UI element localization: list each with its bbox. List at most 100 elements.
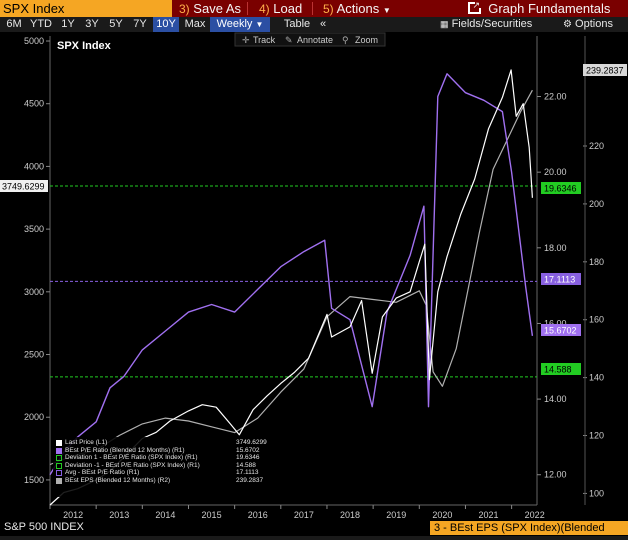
left-tick-label: 2500 xyxy=(24,350,44,360)
x-tick-label: 2014 xyxy=(155,510,175,520)
left-tick-label: 3000 xyxy=(24,287,44,297)
toolbar-divider xyxy=(247,2,248,15)
legend-swatch xyxy=(56,440,62,446)
legend-label: Deviation 1 - BEst P/E Ratio (SPX Index)… xyxy=(65,454,198,462)
zoom-icon: ⚲ xyxy=(342,35,349,45)
options-button[interactable]: ⚙ Options xyxy=(563,17,625,32)
right2-tick-label: 100 xyxy=(589,488,604,498)
range-max[interactable]: Max xyxy=(184,18,206,30)
x-tick-label: 2021 xyxy=(479,510,499,520)
load-button[interactable]: 4) Load xyxy=(259,0,302,17)
range-1y[interactable]: 1Y xyxy=(61,18,75,30)
legend-item[interactable]: BEst EPS (Blended 12 Months) (R2) 239.283… xyxy=(56,477,300,485)
status-strip xyxy=(0,536,628,540)
range-5y[interactable]: 5Y xyxy=(109,18,123,30)
eps-flag-box xyxy=(583,64,627,76)
series-line xyxy=(49,69,533,506)
dev-plus-flag: 19.6346 xyxy=(541,182,581,194)
right2-tick-label: 140 xyxy=(589,373,604,383)
frequency-label: Weekly xyxy=(216,18,253,30)
right1-tick-label: 14.00 xyxy=(544,394,567,404)
legend-swatch xyxy=(56,462,62,469)
zoom-tool[interactable]: Zoom xyxy=(355,35,378,45)
x-tick-label: 2013 xyxy=(109,510,129,520)
actions-button[interactable]: 5) Actions ▼ xyxy=(323,0,391,17)
annotate-tool[interactable]: Annotate xyxy=(297,35,333,45)
left-tick-label: 1500 xyxy=(24,475,44,485)
right2-tick-label: 220 xyxy=(589,141,604,151)
legend-value: 17.1113 xyxy=(236,469,259,477)
legend-item[interactable]: Deviation 1 - BEst P/E Ratio (SPX Index)… xyxy=(56,454,300,462)
left-tick-label: 4000 xyxy=(24,161,44,171)
x-axis-ticks: 2012 2013 2014 2015 2016 2017 2018 2019 2020 2021… xyxy=(49,505,545,520)
reference-lines xyxy=(50,185,537,378)
right-axis-2-ticks: 100 120 140 160 180 200 220 xyxy=(583,36,604,505)
legend-swatch xyxy=(56,447,62,454)
options-label: Options xyxy=(575,18,613,30)
range-toolbar: 6M YTD 1Y 3Y 5Y 7Y 10Y Max Weekly ▼ Tabl… xyxy=(0,17,628,32)
legend-value: 19.6346 xyxy=(236,454,260,462)
chart-legend: Last Price (L1) 3749.6299 BEst P/E Ratio … xyxy=(53,437,303,497)
avg-flag-box xyxy=(541,273,581,285)
legend-label: BEst P/E Ratio (Blended 12 Months) (R1) xyxy=(65,446,185,454)
legend-swatch xyxy=(56,477,62,484)
x-tick-label: 2019 xyxy=(386,510,406,520)
legend-swatch xyxy=(56,470,62,477)
graph-fundamentals-label: Graph Fundamentals xyxy=(488,1,611,16)
frequency-dropdown[interactable]: Weekly ▼ xyxy=(210,17,270,32)
legend-label: Deviation -1 - BEst P/E Ratio (SPX Index… xyxy=(65,461,200,469)
active-series-badge[interactable]: 3 - BEst EPS (SPX Index)(Blended xyxy=(430,521,628,535)
last-price-flag-value: 3749.6299 xyxy=(2,182,45,192)
graph-fundamentals-button[interactable]: ↗ Graph Fundamentals xyxy=(468,0,610,17)
eps-flag-value: 239.2837 xyxy=(586,66,624,76)
range-ytd[interactable]: YTD xyxy=(30,18,52,30)
right1-tick-label: 22.00 xyxy=(544,92,567,102)
pencil-icon: ✎ xyxy=(285,35,293,45)
collapse-button[interactable]: « xyxy=(319,18,327,30)
dev-minus-flag-box xyxy=(541,363,581,375)
x-tick-label: 2020 xyxy=(432,510,452,520)
dev-plus-flag-value: 19.6346 xyxy=(544,184,577,194)
range-7y[interactable]: 7Y xyxy=(133,18,147,30)
security-title[interactable]: SPX Index xyxy=(0,0,172,17)
legend-item[interactable]: BEst P/E Ratio (Blended 12 Months) (R1) 1… xyxy=(56,447,300,455)
table-button[interactable]: Table xyxy=(283,18,311,30)
range-10y[interactable]: 10Y xyxy=(153,17,179,32)
pe-flag: 15.6702 xyxy=(541,324,581,336)
legend-value: 3749.6299 xyxy=(236,439,267,446)
actions-number: 5) xyxy=(323,2,334,16)
legend-item[interactable]: Deviation -1 - BEst P/E Ratio (SPX Index… xyxy=(56,462,300,470)
last-price-flag: 3749.6299 xyxy=(0,180,48,192)
external-link-icon: ↗ xyxy=(468,1,481,14)
track-tool[interactable]: Track xyxy=(253,35,276,45)
x-tick-label: 2016 xyxy=(248,510,268,520)
chart-series xyxy=(49,69,534,506)
dev-plus-flag-box xyxy=(541,182,581,194)
chart-tools: ✛ Track ✎ Annotate ⚲ Zoom xyxy=(234,32,386,47)
caret-down-icon: ▼ xyxy=(382,6,391,15)
x-tick-label: 2015 xyxy=(202,510,222,520)
range-6m[interactable]: 6M xyxy=(6,18,22,30)
legend-item[interactable]: Last Price (L1) 3749.6299 xyxy=(56,439,300,447)
dev-minus-flag: 14.588 xyxy=(541,363,581,375)
fields-securities-label: Fields/Securities xyxy=(451,18,533,30)
crosshair-icon: ✛ xyxy=(242,35,250,45)
status-bar: S&P 500 INDEX 3 - BEst EPS (SPX Index)(B… xyxy=(0,520,628,540)
x-tick-label: 2017 xyxy=(294,510,314,520)
save-as-label: Save As xyxy=(193,1,241,16)
save-as-number: 3) xyxy=(179,2,190,16)
legend-label: Last Price (L1) xyxy=(65,439,108,446)
legend-label: BEst EPS (Blended 12 Months) (R2) xyxy=(65,476,171,484)
chart-tools-box xyxy=(234,32,386,47)
left-tick-label: 4500 xyxy=(24,99,44,109)
save-as-button[interactable]: 3) Save As xyxy=(179,0,241,17)
x-tick-label: 2018 xyxy=(340,510,360,520)
legend-item[interactable]: Avg - BEst P/E Ratio (R1) 17.1113 xyxy=(56,469,300,477)
x-tick-label: 2022 xyxy=(525,510,545,520)
legend-value: 14.588 xyxy=(236,461,256,469)
dev-minus-flag-value: 14.588 xyxy=(544,365,572,375)
ruler-icon: ▦ xyxy=(440,19,449,29)
gear-icon: ⚙ xyxy=(563,19,572,30)
fields-securities-button[interactable]: ▦ Fields/Securities xyxy=(440,17,560,32)
range-3y[interactable]: 3Y xyxy=(85,18,99,30)
